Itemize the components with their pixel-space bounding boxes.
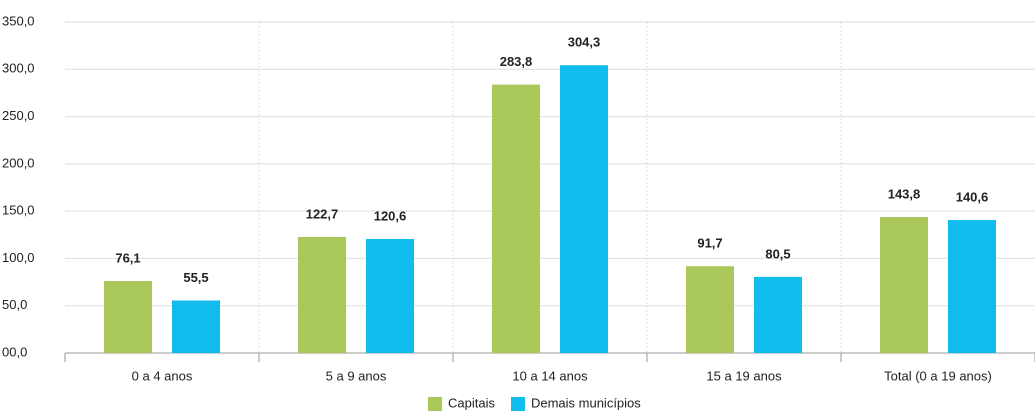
bar (754, 276, 802, 353)
bar (948, 220, 996, 353)
x-tick-label: 0 a 4 anos (132, 368, 193, 383)
y-tick-label: 350,0 (2, 13, 35, 28)
value-label: 283,8 (500, 54, 533, 69)
bar (560, 65, 608, 353)
bar (686, 266, 734, 353)
y-tick-label: 00,0 (2, 344, 27, 359)
x-tick-label: Total (0 a 19 anos) (884, 368, 992, 383)
bar (492, 84, 540, 353)
value-label: 143,8 (888, 186, 921, 201)
y-tick-label: 150,0 (2, 203, 35, 218)
y-tick-label: 50,0 (2, 297, 27, 312)
bar (366, 238, 414, 353)
y-tick-label: 200,0 (2, 155, 35, 170)
bar (104, 281, 152, 353)
x-tick-label: 15 a 19 anos (706, 368, 782, 383)
y-tick-label: 100,0 (2, 250, 35, 265)
x-tick-label: 10 a 14 anos (512, 368, 588, 383)
legend-label: Capitais (448, 395, 495, 410)
value-label: 304,3 (568, 35, 601, 50)
value-label: 55,5 (183, 270, 208, 285)
value-label: 140,6 (956, 189, 989, 204)
value-label: 91,7 (697, 236, 722, 251)
legend-swatch (510, 397, 525, 411)
legend-label: Demais municípios (531, 395, 641, 410)
value-label: 122,7 (306, 206, 339, 221)
y-tick-label: 300,0 (2, 61, 35, 76)
bar (880, 217, 928, 353)
legend-swatch (428, 397, 442, 411)
bar (172, 300, 220, 353)
value-label: 120,6 (374, 208, 407, 223)
bar (298, 236, 346, 353)
value-label: 80,5 (765, 246, 790, 261)
x-tick-label: 5 a 9 anos (326, 368, 387, 383)
y-tick-label: 250,0 (2, 108, 35, 123)
value-label: 76,1 (115, 250, 140, 265)
